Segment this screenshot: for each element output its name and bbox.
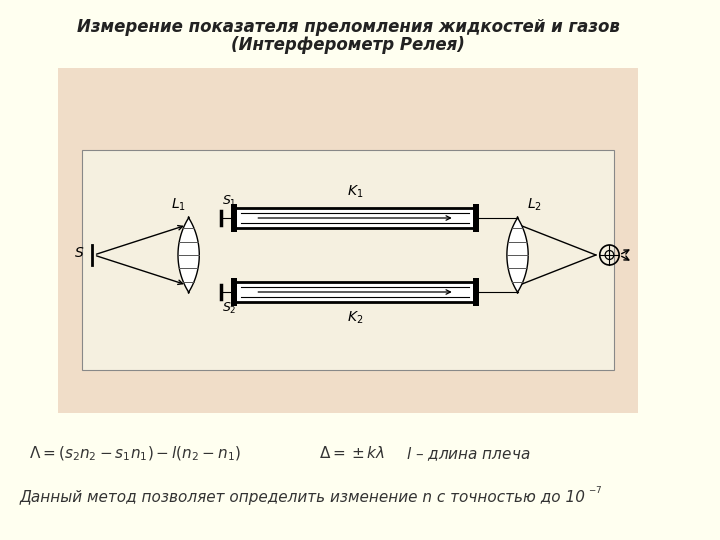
Text: $\Lambda = (s_2 n_2 - s_1 n_1) - l(n_2 - n_1)$: $\Lambda = (s_2 n_2 - s_1 n_1) - l(n_2 -… xyxy=(29,445,241,463)
Text: $l$ – длина плеча: $l$ – длина плеча xyxy=(406,445,531,463)
Text: $\Delta = \pm k\lambda$: $\Delta = \pm k\lambda$ xyxy=(319,445,385,461)
Bar xyxy=(58,68,639,413)
Text: Данный метод позволяет определить изменение n с точностью до 10: Данный метод позволяет определить измене… xyxy=(19,490,585,505)
Bar xyxy=(230,204,238,232)
Polygon shape xyxy=(507,217,528,293)
Text: Измерение показателя преломления жидкостей и газов: Измерение показателя преломления жидкост… xyxy=(77,18,620,36)
Bar xyxy=(230,278,238,306)
Text: $S$: $S$ xyxy=(73,246,84,260)
Text: $^{-7}$: $^{-7}$ xyxy=(588,486,603,499)
Bar xyxy=(234,282,476,302)
Text: $K_1$: $K_1$ xyxy=(347,184,363,200)
Bar xyxy=(472,278,480,306)
Bar xyxy=(234,208,476,228)
Text: $K_2$: $K_2$ xyxy=(347,310,363,326)
Bar xyxy=(82,150,614,370)
Text: $L_2$: $L_2$ xyxy=(528,197,542,213)
Text: $L_1$: $L_1$ xyxy=(171,197,186,213)
Text: (Интерферометр Релея): (Интерферометр Релея) xyxy=(231,36,465,54)
Bar xyxy=(472,204,480,232)
Text: $S_1$: $S_1$ xyxy=(222,194,236,209)
Polygon shape xyxy=(178,217,199,293)
Text: $S_2$: $S_2$ xyxy=(222,301,236,316)
